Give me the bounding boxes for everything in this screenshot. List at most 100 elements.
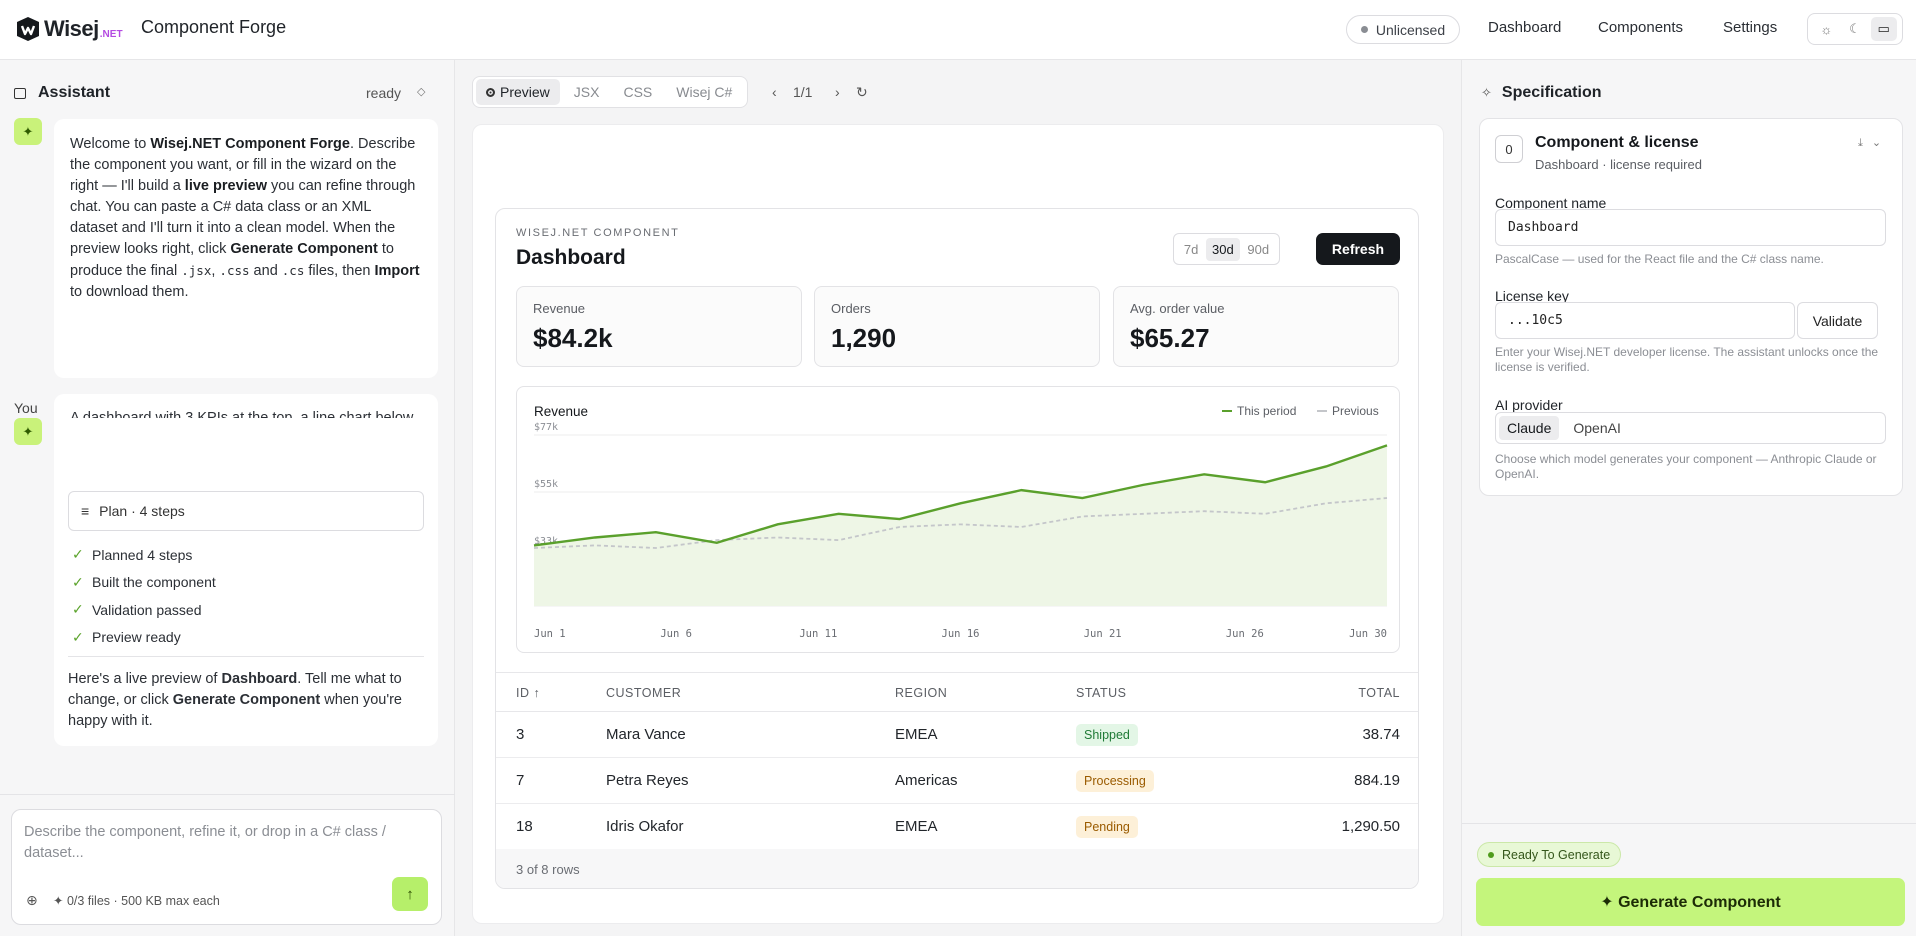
table-row[interactable]: 3 Mara Vance EMEA Shipped 38.74 — [496, 712, 1418, 758]
generate-component-button[interactable]: ✦ Generate Component — [1476, 878, 1905, 926]
assistant-reply-text: Here's a live preview of Dashboard. Tell… — [68, 671, 402, 729]
page-indicator: 1/1 — [793, 84, 813, 100]
logo-suffix: .NET — [99, 28, 123, 40]
logo[interactable]: Wisej .NET — [14, 12, 123, 46]
welcome-message: Welcome to Wisej.NET Component Forge. De… — [54, 119, 438, 378]
check-icon: ✓ — [72, 573, 84, 590]
ai-provider-label: AI provider — [1495, 397, 1563, 413]
component-name-hint: PascalCase — used for the React file and… — [1495, 252, 1824, 266]
attachments-note: ✦ 0/3 files · 500 KB max each — [53, 894, 220, 908]
card-actions: ⤓⌄ — [1858, 136, 1890, 150]
preview-area: Preview JSX CSS Wisej C# ‹ 1/1 › ↻ WISEJ… — [456, 60, 1460, 936]
chevron-down-icon[interactable]: ⌄ — [1871, 137, 1891, 149]
chart-title: Revenue — [534, 404, 588, 419]
dashboard-title: Dashboard — [516, 246, 626, 269]
assistant-header: Assistant — [14, 84, 110, 102]
cell-region: Americas — [895, 772, 958, 789]
cell-region: EMEA — [895, 726, 938, 743]
range-90d[interactable]: 90d — [1247, 241, 1270, 257]
series-line-previous — [533, 497, 1388, 549]
nav-dashboard[interactable]: Dashboard — [1488, 19, 1562, 36]
status-dot-icon — [1488, 851, 1494, 858]
tab-csharp[interactable]: Wisej C# — [676, 84, 733, 100]
license-key-field[interactable]: ...10c5 — [1495, 302, 1795, 339]
diamond-icon[interactable]: ◇ — [417, 86, 426, 98]
cell-total: 38.74 — [1362, 726, 1400, 743]
license-status-pill[interactable]: Unlicensed — [1346, 15, 1460, 44]
column-header-status[interactable]: STATUS — [1076, 686, 1127, 700]
plan-step: ✓ Preview ready — [72, 628, 181, 646]
globe-icon[interactable]: ⊕ — [26, 892, 38, 908]
column-header-total[interactable]: TOTAL — [1358, 686, 1400, 700]
spec-title: Specification — [1501, 84, 1602, 101]
kpi-card: Avg. order value $65.27 — [1113, 286, 1399, 367]
moon-icon[interactable]: ☾ — [1849, 21, 1861, 36]
y-tick-label: $77k — [534, 422, 558, 433]
table-footer: 3 of 8 rows — [496, 849, 1418, 888]
range-7d[interactable]: 7d — [1183, 241, 1199, 257]
divider — [1462, 823, 1916, 824]
divider — [0, 794, 455, 795]
reload-icon[interactable]: ↻ — [856, 84, 868, 100]
composer: ⊕ ✦ 0/3 files · 500 KB max each ↑ — [11, 809, 442, 925]
cell-customer: Petra Reyes — [606, 772, 689, 789]
status-dot-icon — [1360, 26, 1368, 33]
tab-jsx[interactable]: JSX — [573, 84, 600, 100]
legend-label: Previous — [1332, 404, 1379, 418]
status-badge: Shipped — [1076, 724, 1138, 746]
next-page-icon[interactable]: › — [835, 84, 840, 100]
plan-step: ✓ Validation passed — [72, 601, 202, 618]
check-icon: ✓ — [72, 628, 84, 645]
provider-openai[interactable]: OpenAI — [1573, 420, 1621, 436]
prev-page-icon[interactable]: ‹ — [772, 84, 777, 100]
kpi-label: Revenue — [533, 301, 586, 316]
plan-toggle[interactable]: ≡ Plan · 4 steps — [68, 491, 424, 531]
nav-settings[interactable]: Settings — [1723, 19, 1778, 36]
legend-label: This period — [1237, 404, 1296, 418]
tab-css[interactable]: CSS — [623, 84, 653, 100]
row-count: 3 of 8 rows — [516, 862, 580, 877]
column-header-customer[interactable]: CUSTOMER — [606, 686, 682, 700]
range-30d[interactable]: 30d — [1206, 237, 1240, 261]
x-tick-label: Jun 16 — [942, 628, 980, 640]
cell-total: 884.19 — [1354, 772, 1400, 789]
column-header-region[interactable]: REGION — [895, 686, 948, 700]
x-tick-label: Jun 26 — [1226, 628, 1264, 640]
x-tick-label: Jun 6 — [660, 628, 692, 640]
sun-icon[interactable]: ☼ — [1820, 21, 1833, 37]
app-title: Component Forge — [141, 17, 287, 37]
component-name-field[interactable]: Dashboard — [1495, 209, 1886, 246]
spec-header: ✧ Specification — [1481, 84, 1601, 102]
sparkle-icon: ✧ — [1481, 85, 1492, 100]
table-row[interactable]: 7 Petra Reyes Americas Processing 884.19 — [496, 758, 1418, 804]
check-icon: ✓ — [72, 601, 84, 618]
assistant-status: ready — [366, 85, 402, 101]
ai-provider-hint: Choose which model generates your compon… — [1495, 452, 1877, 481]
provider-claude[interactable]: Claude — [1499, 416, 1560, 440]
assistant-title: Assistant — [38, 84, 111, 101]
list-icon: ≡ — [81, 503, 90, 519]
license-key-hint: Enter your Wisej.NET developer license. … — [1495, 345, 1879, 374]
send-button[interactable]: ↑ — [392, 877, 428, 911]
plan-steps: ✓ Planned 4 steps ✓ Built the component ✓ V… — [72, 541, 216, 651]
refresh-button[interactable]: Refresh — [1316, 233, 1400, 265]
column-header-id[interactable]: ID ↑ — [516, 686, 541, 700]
divider — [68, 656, 424, 657]
monitor-icon[interactable]: ▭ — [1870, 17, 1897, 41]
pin-icon[interactable]: ⤓ — [1858, 137, 1872, 149]
tab-preview[interactable]: Preview — [476, 79, 560, 105]
kpi-value: $65.27 — [1130, 323, 1210, 353]
message-input[interactable] — [24, 822, 424, 870]
table-row[interactable]: 18 Idris Okafor EMEA Pending 1,290.50 — [496, 804, 1418, 850]
kpi-value: $84.2k — [533, 323, 613, 353]
preview-tabs: Preview JSX CSS Wisej C# — [472, 76, 748, 108]
x-tick-label: Jun 21 — [1084, 628, 1122, 640]
table-header: ID ↑ CUSTOMER REGION STATUS TOTAL — [496, 672, 1418, 712]
x-tick-label: Jun 11 — [799, 628, 837, 640]
assistant-avatar-icon: ✦ — [14, 118, 42, 145]
step-number: 0 — [1495, 135, 1523, 163]
nav-components[interactable]: Components — [1598, 19, 1684, 36]
validate-button[interactable]: Validate — [1797, 302, 1878, 339]
